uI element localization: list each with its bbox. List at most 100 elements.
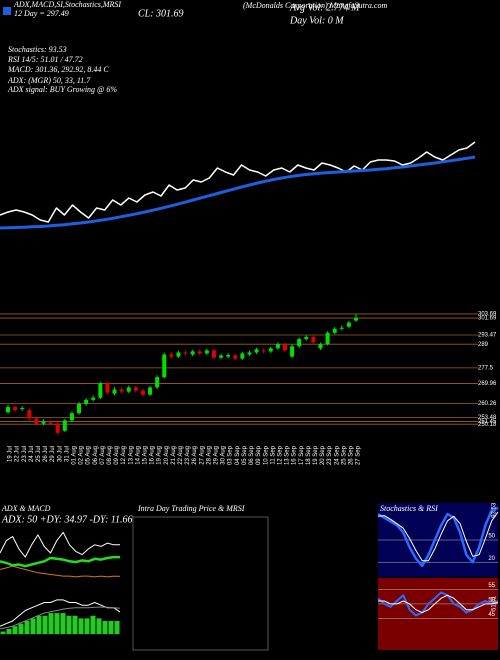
histogram-bar [60,613,66,635]
x-tick-label: 29 Aug [214,446,220,465]
x-tick-label: 23 Aug [185,446,191,465]
x-tick-label: 27 Sep [356,445,362,465]
x-tick-label: 29 Jul [50,446,56,462]
x-tick-label: 05 Aug [86,446,92,465]
x-tick-label: 19 Sep [313,445,319,465]
candle-body [6,407,10,413]
candle-body [325,332,330,345]
x-tick-label: 11 Sep [270,445,276,464]
histogram-bar [36,615,42,635]
x-tick-label: 24 Jul [29,446,35,462]
x-tick-label: 25 Sep [341,445,347,465]
histogram-bar [84,618,90,635]
y-tick-label: 250.18 [478,422,497,428]
avg-vol: Avg Vol: 2.774 M [289,2,360,13]
stat: MACD: 301.36, 292.92, 8.44 C [7,65,109,74]
panel-title: ADX & MACD [1,504,51,513]
candle-body [133,387,138,391]
y-tick-label: 293.47 [478,333,497,339]
candle-body [176,352,181,357]
histogram-bar [12,626,18,635]
x-tick-label: 02 Aug [79,446,85,465]
x-tick-label: 09 Aug [114,446,120,465]
candle-body [183,352,188,354]
x-tick-label: 09 Sep [256,445,262,465]
candle-body [304,336,309,340]
candle-body [275,344,280,349]
candle-body [55,423,60,433]
series-line [0,565,121,578]
x-tick-label: 19 Aug [157,446,163,465]
x-tick-label: 14 Aug [135,446,141,465]
y-tick-label: 50 [488,597,495,603]
histogram-bar [0,631,6,635]
y-tick-label: 303.69 [478,312,497,318]
panel-frame [132,516,269,651]
y-tick-label: 50 [488,534,495,540]
candle-body [105,383,110,393]
x-tick-label: 17 Sep [299,445,305,465]
x-tick-label: 12 Sep [277,445,283,465]
x-tick-label: 13 Sep [285,445,291,465]
histogram-bar [66,615,72,635]
candle-body [77,403,82,414]
candle-body [155,377,160,388]
histogram-bar [102,621,108,635]
x-tick-label: 06 Sep [249,445,255,465]
candle-body [41,421,46,424]
candle-body [84,399,89,404]
candle-body [13,407,18,411]
x-tick-label: 05 Sep [242,445,248,465]
candle-body [354,318,358,321]
candle-body [211,350,216,358]
legend-swatch [3,7,11,15]
candle-body [148,387,153,395]
candle-body [318,344,323,349]
x-tick-label: 25 Jul [36,446,42,462]
x-tick-label: 23 Sep [327,445,333,465]
candle-body [20,408,25,410]
candle-body [332,328,337,333]
candle-body [219,355,224,358]
y-tick-label: 45 [488,612,495,618]
last-value-label: 51.01 [492,595,498,611]
series-line [0,141,476,223]
candle-body [34,418,39,424]
x-tick-label: 31 Jul [64,446,70,462]
panel-background [378,578,498,650]
histogram-bar [48,613,54,635]
x-tick-label: 18 Sep [306,445,312,465]
x-tick-label: 07 Aug [100,446,106,465]
stat: RSI 14/5: 51.01 / 47.72 [7,55,83,64]
x-tick-label: 01 Aug [71,446,77,465]
x-tick-label: 16 Sep [292,445,298,465]
candle-body [112,389,117,394]
candle-body [240,353,245,359]
ma-label: 12 Day = 297.49 [14,9,69,18]
x-tick-label: 28 Aug [206,446,212,465]
studies: ADX,MACD,SI,Stochastics,MRSI [13,0,121,9]
candle-body [190,351,195,355]
x-tick-label: 26 Jul [43,446,49,462]
series-line [377,511,499,562]
x-tick-label: 27 Aug [199,446,205,465]
x-tick-label: 08 Aug [107,446,113,465]
x-tick-label: 22 Aug [178,446,184,465]
last-value-label: 93.53 [492,502,498,518]
candle-body [62,420,67,431]
x-tick-label: 06 Aug [93,446,99,465]
panel-title: Stochastics & RSI [380,504,438,513]
candle-body [261,350,266,352]
x-tick-label: 10 Sep [263,445,269,465]
stat: ADX signal: BUY Growing @ 6% [7,85,117,94]
y-tick-label: 20 [488,556,495,562]
candle-body [126,387,131,392]
stat: Stochastics: 93.53 [8,45,67,54]
candle-body [197,351,202,354]
x-tick-label: 23 Jul [22,446,28,462]
y-tick-label: 251.45 [478,419,497,425]
histogram-bar [108,621,114,635]
y-tick-label: 277.5 [478,365,494,371]
histogram-bar [54,613,60,635]
